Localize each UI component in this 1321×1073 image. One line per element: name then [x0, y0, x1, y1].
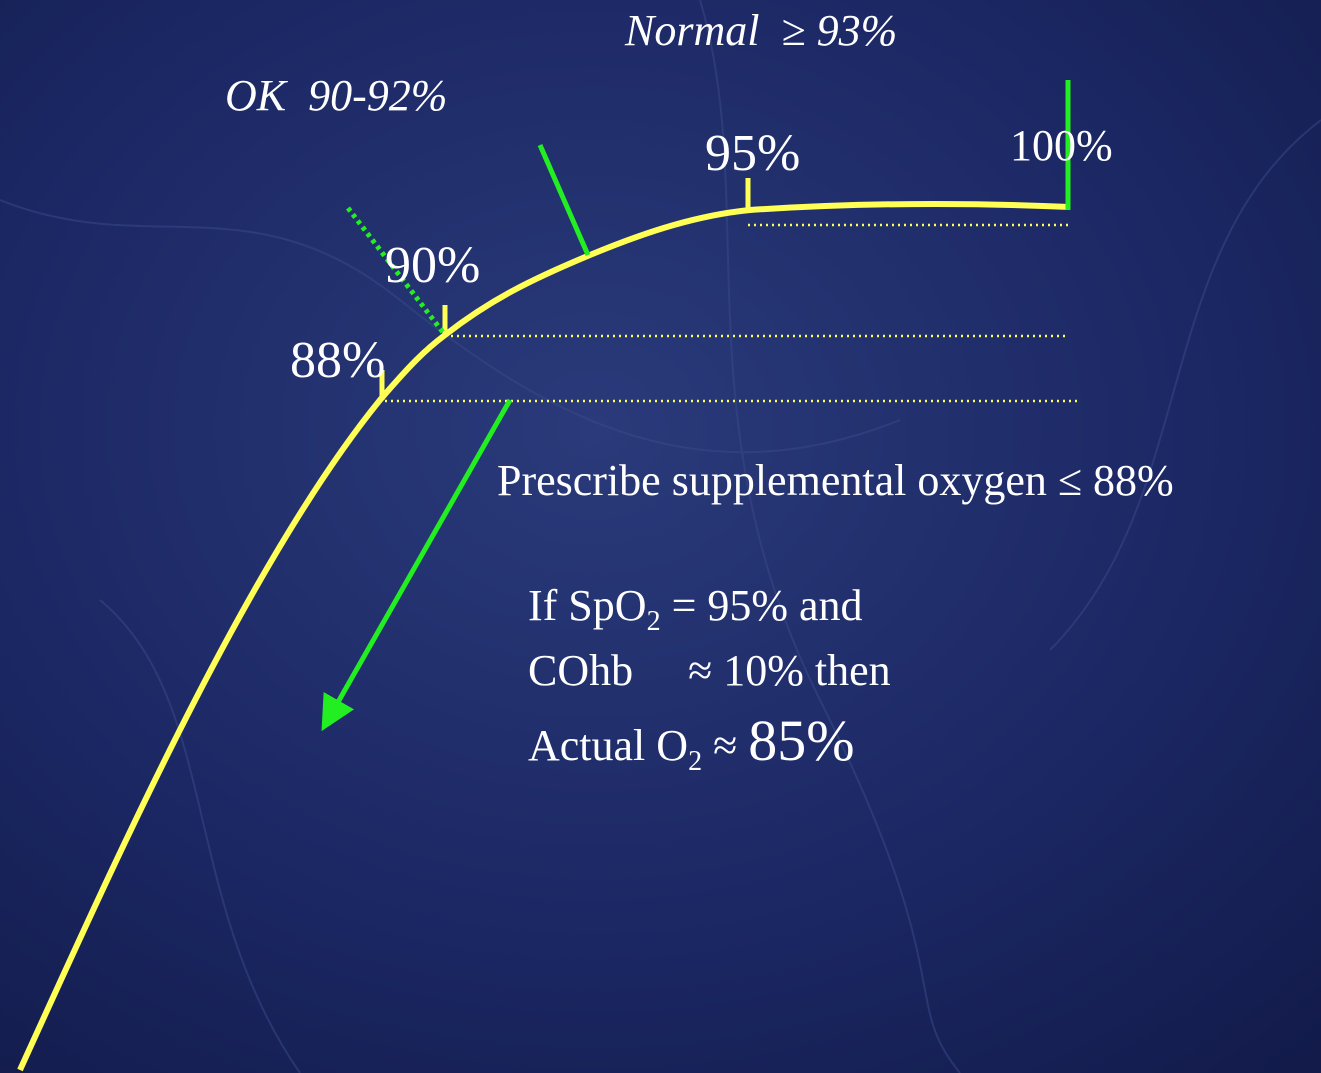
green-markers: [321, 80, 1071, 732]
label-95: 95%: [705, 125, 800, 182]
curve-ticks: [379, 178, 751, 400]
example-line-2: COhb ≈ 10% then: [528, 646, 891, 695]
normal-boundary: [537, 144, 591, 256]
text: ≈: [702, 721, 748, 770]
dotted-levels: [385, 223, 1078, 403]
normal-label: Normal ≥ 93%: [624, 6, 897, 55]
subscript: 2: [647, 606, 661, 637]
example-line-1: If SpO2 = 95% and: [528, 581, 863, 637]
arrow: [321, 398, 513, 732]
label-90: 90%: [385, 237, 480, 294]
text: = 95% and: [661, 581, 863, 630]
label-100: 100%: [1010, 121, 1113, 170]
subscript: 2: [688, 746, 702, 777]
example-line-3: Actual O2 ≈ 85%: [528, 708, 855, 777]
ok-boundary: [346, 206, 447, 337]
label-88: 88%: [290, 332, 385, 389]
text: If SpO: [528, 581, 647, 630]
saturation-curve: [17, 200, 1071, 1072]
prescribe-text: Prescribe supplemental oxygen ≤ 88%: [497, 456, 1174, 505]
text: Actual O: [528, 721, 688, 770]
result: 85%: [748, 708, 854, 773]
ok-label: OK 90-92%: [225, 71, 447, 120]
